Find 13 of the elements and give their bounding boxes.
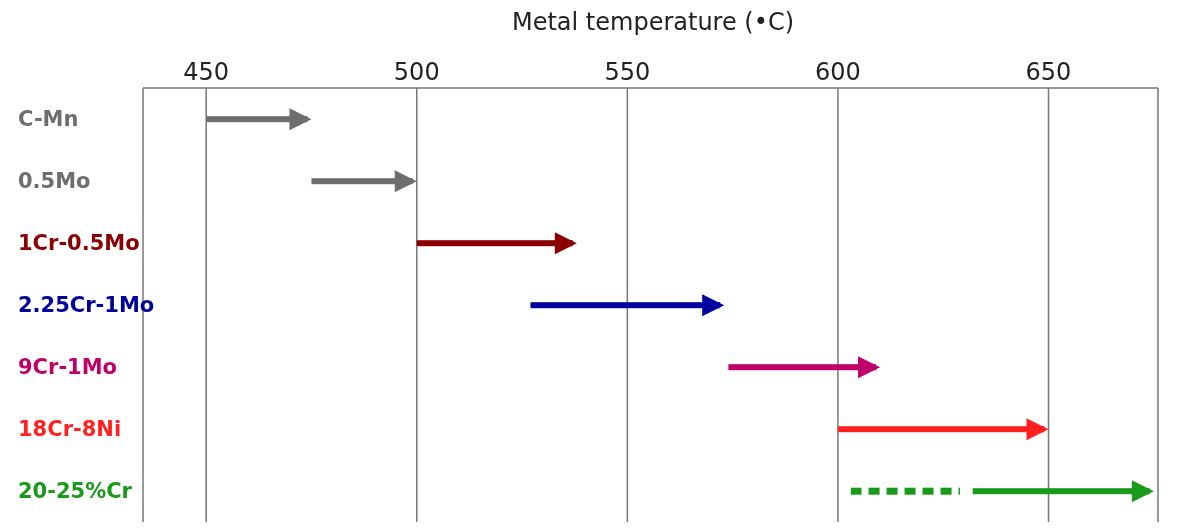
y-tick-label: 2.25Cr-1Mo: [18, 293, 155, 317]
y-tick-label: 18Cr-8Ni: [18, 417, 122, 441]
x-tick-label: 450: [183, 58, 230, 86]
x-tick-label: 550: [604, 58, 651, 86]
y-tick-label: 0.5Mo: [18, 169, 91, 193]
x-tick-label: 650: [1025, 58, 1072, 86]
x-tick-label: 600: [815, 58, 861, 86]
y-tick-label: 20-25%Cr: [18, 479, 133, 503]
y-tick-label: 1Cr-0.5Mo: [18, 231, 140, 255]
x-tick-label: 500: [393, 58, 440, 86]
y-tick-label: C-Mn: [18, 107, 79, 131]
y-tick-label: 9Cr-1Mo: [18, 355, 118, 379]
x-axis-title: Metal temperature (•C): [511, 8, 795, 36]
